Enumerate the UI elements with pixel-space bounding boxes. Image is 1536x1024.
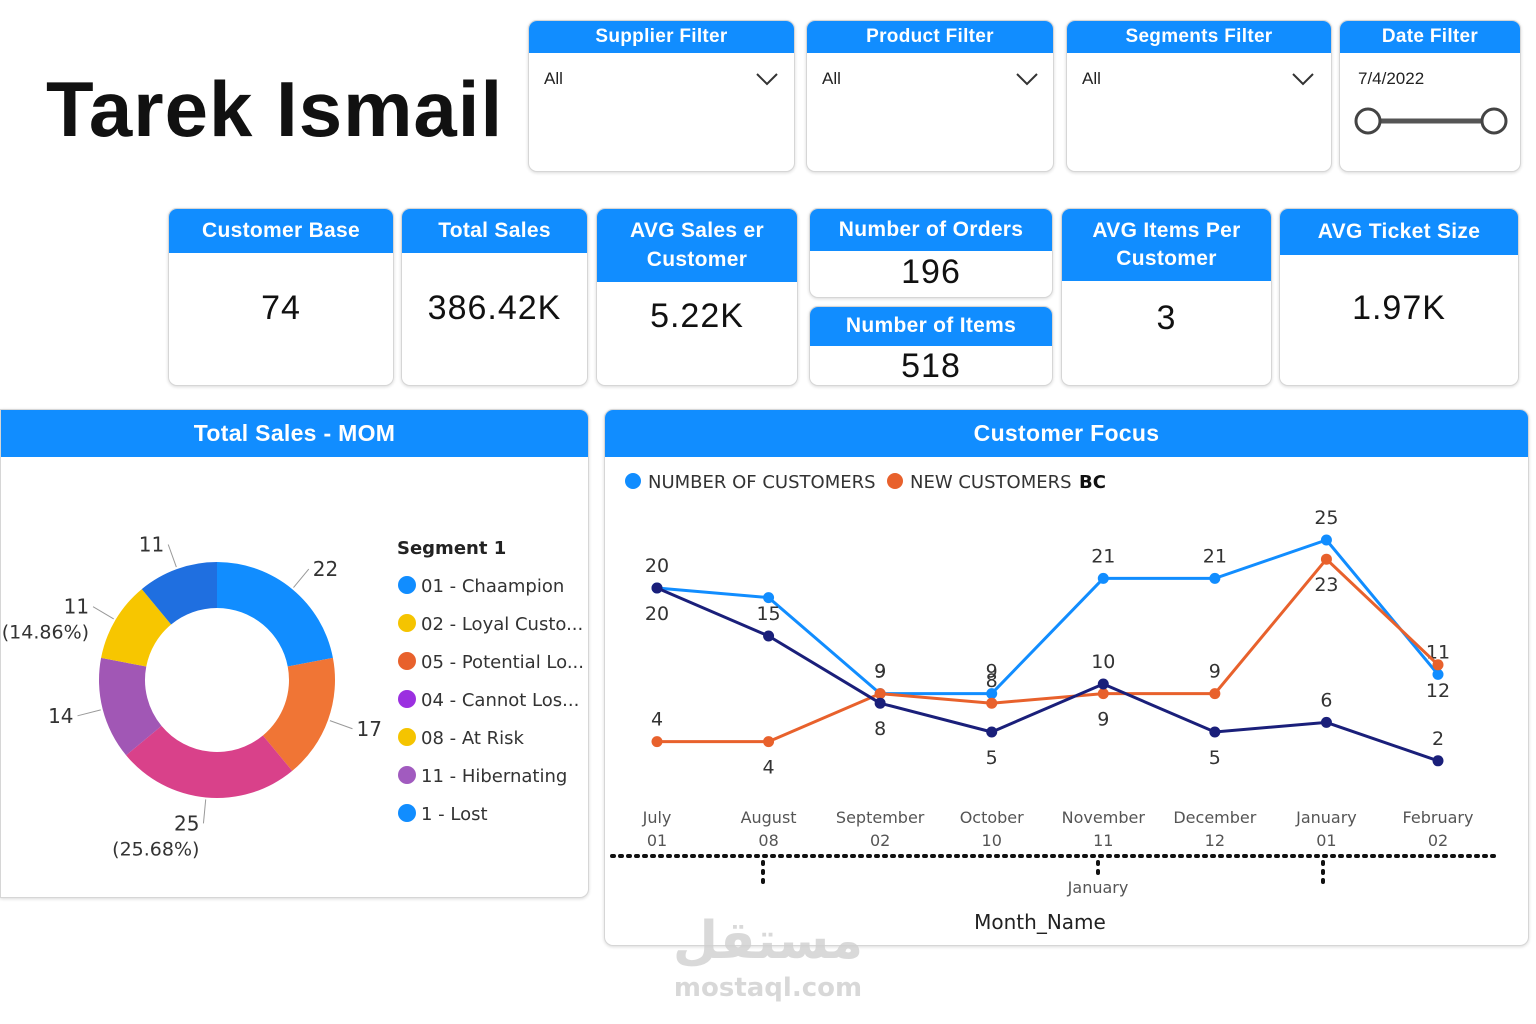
panel-title: Total Sales - MOM [1, 410, 588, 457]
filter-value: 7/4/2022 [1358, 69, 1425, 88]
donut-panel: Total Sales - MOM [0, 409, 589, 898]
filter-card[interactable]: Product Filter All [806, 20, 1054, 172]
filter-title: Segments Filter [1067, 21, 1331, 53]
kpi-value: 3 [1156, 299, 1177, 337]
kpi-title: Customer Base [169, 209, 393, 253]
watermark: mostaql.com [674, 973, 862, 1003]
kpi-card: Number of Orders 196 [809, 208, 1053, 298]
filter-card[interactable]: Date Filter 7/4/2022 [1339, 20, 1521, 172]
kpi-card: AVG Ticket Size 1.97K [1279, 208, 1519, 386]
kpi-value: 196 [901, 253, 961, 291]
kpi-card: Customer Base 74 [168, 208, 394, 386]
kpi-card: Total Sales 386.42K [401, 208, 588, 386]
filter-value[interactable]: All [1082, 69, 1101, 88]
filter-card[interactable]: Segments Filter All [1066, 20, 1332, 172]
kpi-title: Total Sales [402, 209, 587, 253]
kpi-card: AVG Items Per Customer 3 [1061, 208, 1272, 386]
filter-title: Supplier Filter [529, 21, 794, 53]
kpi-value: 5.22K [650, 297, 744, 335]
kpi-value: 386.42K [427, 289, 562, 327]
page-title: Tarek Ismail [46, 65, 504, 153]
kpi-title: AVG Ticket Size [1280, 209, 1518, 255]
line-panel: Customer Focus [604, 409, 1529, 946]
filter-value[interactable]: All [822, 69, 841, 88]
kpi-title: AVG Items Per Customer [1062, 209, 1271, 281]
kpi-value: 518 [901, 347, 961, 385]
filter-title: Date Filter [1340, 21, 1520, 53]
kpi-title: Number of Orders [810, 209, 1052, 251]
kpi-card: AVG Sales er Customer 5.22K [596, 208, 798, 386]
kpi-title: Number of Items [810, 307, 1052, 346]
panel-title: Customer Focus [605, 410, 1528, 457]
dropdown-icon[interactable] [1015, 71, 1039, 87]
filter-value[interactable]: All [544, 69, 563, 88]
dropdown-icon[interactable] [755, 71, 779, 87]
filter-card[interactable]: Supplier Filter All [528, 20, 795, 172]
kpi-card: Number of Items 518 [809, 306, 1053, 386]
kpi-value: 74 [261, 289, 301, 327]
date-slider[interactable] [1350, 103, 1515, 143]
filter-title: Product Filter [807, 21, 1053, 53]
kpi-value: 1.97K [1352, 289, 1446, 327]
kpi-title: AVG Sales er Customer [597, 209, 797, 282]
dropdown-icon[interactable] [1291, 71, 1315, 87]
